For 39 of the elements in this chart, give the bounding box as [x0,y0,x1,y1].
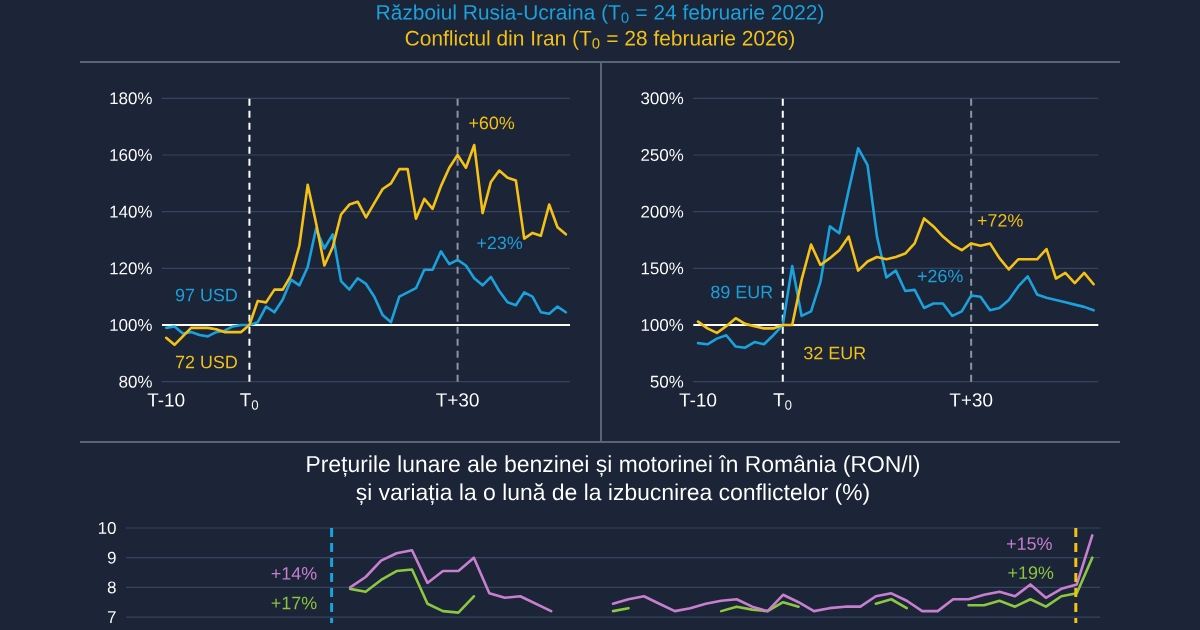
chart-subtitle: și variația la o lună de la izbucnirea conflictelor (%) [356,483,869,505]
y-tick-label: 300% [641,92,684,105]
line-series [164,227,568,338]
annotation: 32 EUR [804,346,866,360]
y-tick-label: 150% [641,262,684,275]
text: Conflictul din Iran (T$_{0}$ = 28 februarie 2026) [405,30,794,50]
y-tick-label: 180% [110,92,152,105]
x-tick-label: T+30 [436,393,479,407]
x-tick-label: T+30 [949,393,993,407]
text: Războiul Rusia-Ucraina (T$_{0}$ = 24 februarie 2022) [377,4,824,24]
annotation: +60% [469,116,515,130]
annotation: 89 EUR [711,285,773,299]
y-tick-label: 160% [110,148,152,161]
annotation: +17% [271,596,317,610]
y-tick-label: 250% [641,148,684,161]
y-tick-label: 140% [110,205,152,218]
x-tick-label: T$_{0}$ [773,393,792,410]
x-tick-label: T$_{0}$ [240,393,259,410]
annotation: +26% [917,269,963,283]
annotation: 72 USD [175,355,237,369]
y-tick-label: 9 [107,551,116,564]
y-tick-label: 200% [641,205,684,218]
annotation: +15% [1007,537,1052,550]
y-tick-label: 100% [110,319,152,332]
y-tick-label: 8 [107,581,116,594]
annotation: +72% [977,214,1023,227]
y-tick-label: 80% [119,375,152,388]
y-tick-label: 100% [641,319,684,332]
annotation: +23% [477,236,523,250]
chart-title: Prețurile lunare ale benzinei și motorinei în România (RON/l) [307,455,920,477]
annotation: +19% [1008,566,1054,580]
y-tick-label: 10 [98,522,116,534]
x-tick-label: T-10 [147,393,185,407]
y-tick-label: 50% [650,375,684,388]
y-tick-label: 7 [107,611,116,623]
annotation: 97 USD [175,288,237,302]
annotation: +14% [271,567,317,580]
x-tick-label: T-10 [679,393,717,407]
y-tick-label: 120% [110,262,152,275]
